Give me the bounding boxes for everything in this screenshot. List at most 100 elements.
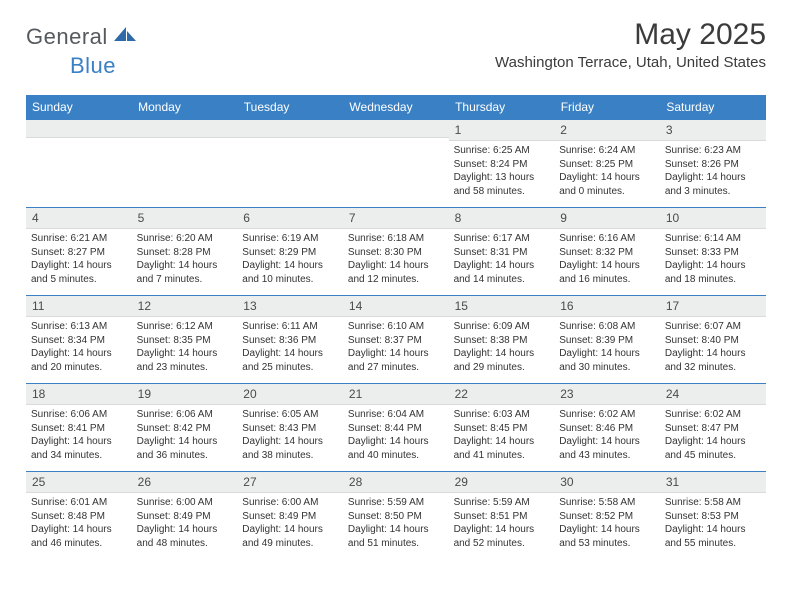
calendar-day-cell: 22Sunrise: 6:03 AMSunset: 8:45 PMDayligh… [449,384,555,472]
daylight-text: Daylight: 14 hours and 23 minutes. [137,347,233,374]
day-number: 28 [343,472,449,493]
day-details: Sunrise: 6:12 AMSunset: 8:35 PMDaylight:… [132,317,238,378]
calendar-day-cell: 8Sunrise: 6:17 AMSunset: 8:31 PMDaylight… [449,208,555,296]
day-details: Sunrise: 6:03 AMSunset: 8:45 PMDaylight:… [449,405,555,466]
calendar-week-row: 18Sunrise: 6:06 AMSunset: 8:41 PMDayligh… [26,384,766,472]
daylight-text: Daylight: 14 hours and 27 minutes. [348,347,444,374]
day-details: Sunrise: 6:10 AMSunset: 8:37 PMDaylight:… [343,317,449,378]
calendar-body: 1 Sunrise: 6:25 AMSunset: 8:24 PM Daylight… [26,120,766,560]
day-details: Sunrise: 5:58 AMSunset: 8:52 PMDaylight:… [554,493,660,554]
day-details: Sunrise: 6:02 AMSunset: 8:47 PMDaylight:… [660,405,766,466]
sunrise-text: Sunrise: 6:04 AM [348,408,444,422]
daylight-text: Daylight: 14 hours and 29 minutes. [454,347,550,374]
daylight-text: Daylight: 14 hours and 45 minutes. [665,435,761,462]
calendar-day-cell: 2Sunrise: 6:24 AMSunset: 8:25 PMDaylight… [554,120,660,208]
day-number: 27 [237,472,343,493]
sunset-text: Sunset: 8:42 PM [137,422,233,436]
daylight-text: Daylight: 14 hours and 25 minutes. [242,347,338,374]
sunrise-text: Sunrise: 6:10 AM [348,320,444,334]
day-details: Sunrise: 6:07 AMSunset: 8:40 PMDaylight:… [660,317,766,378]
day-number [237,120,343,138]
sunset-text: Sunset: 8:52 PM [559,510,655,524]
day-number: 4 [26,208,132,229]
sunrise-text: Sunrise: 5:58 AM [559,496,655,510]
daylight-text: Daylight: 14 hours and 40 minutes. [348,435,444,462]
sunset-text: Sunset: 8:34 PM [31,334,127,348]
sunrise-text: Sunrise: 6:08 AM [559,320,655,334]
sunset-text: Sunset: 8:41 PM [31,422,127,436]
day-number: 10 [660,208,766,229]
sunset-text: Sunset: 8:31 PM [454,246,550,260]
day-number: 1 [449,120,555,141]
sunset-text: Sunset: 8:48 PM [31,510,127,524]
sunset-text: Sunset: 8:30 PM [348,246,444,260]
calendar-day-cell: 4Sunrise: 6:21 AMSunset: 8:27 PMDaylight… [26,208,132,296]
sunrise-text: Sunrise: 6:01 AM [31,496,127,510]
weekday-header: Monday [132,95,238,120]
day-number [132,120,238,138]
daylight-text: Daylight: 14 hours and 38 minutes. [242,435,338,462]
day-number: 3 [660,120,766,141]
sunrise-text: Sunrise: 6:07 AM [665,320,761,334]
day-number: 13 [237,296,343,317]
day-details: Sunrise: 6:00 AMSunset: 8:49 PMDaylight:… [132,493,238,554]
sunrise-text: Sunrise: 6:03 AM [454,408,550,422]
calendar-day-cell: 14Sunrise: 6:10 AMSunset: 8:37 PMDayligh… [343,296,449,384]
sunset-text: Sunset: 8:25 PM [559,158,655,172]
sunrise-text: Sunrise: 5:59 AM [348,496,444,510]
month-title: May 2025 [495,18,766,52]
sunrise-text: Sunrise: 6:02 AM [559,408,655,422]
day-details: Sunrise: 5:59 AMSunset: 8:51 PMDaylight:… [449,493,555,554]
calendar-day-cell: 31Sunrise: 5:58 AMSunset: 8:53 PMDayligh… [660,472,766,560]
daylight-text: Daylight: 14 hours and 16 minutes. [559,259,655,286]
day-details: Sunrise: 6:09 AMSunset: 8:38 PMDaylight:… [449,317,555,378]
sunset-text: Sunset: 8:44 PM [348,422,444,436]
daylight-text: Daylight: 14 hours and 52 minutes. [454,523,550,550]
sunset-text: Sunset: 8:39 PM [559,334,655,348]
weekday-row: SundayMondayTuesdayWednesdayThursdayFrid… [26,95,766,120]
day-number: 31 [660,472,766,493]
calendar-day-cell [26,120,132,208]
sunset-text: Sunset: 8:24 PM [454,158,550,172]
sunset-text: Sunset: 8:49 PM [137,510,233,524]
calendar-page: General May 2025 Washington Terrace, Uta… [0,0,792,560]
sunset-text: Sunset: 8:47 PM [665,422,761,436]
sunset-text: Sunset: 8:43 PM [242,422,338,436]
daylight-text: Daylight: 14 hours and 55 minutes. [665,523,761,550]
day-details: Sunrise: 6:06 AMSunset: 8:42 PMDaylight:… [132,405,238,466]
calendar-day-cell: 13Sunrise: 6:11 AMSunset: 8:36 PMDayligh… [237,296,343,384]
calendar-day-cell: 1Sunrise: 6:25 AMSunset: 8:24 PMDaylight… [449,120,555,208]
sail-icon [112,25,138,43]
daylight-text: Daylight: 14 hours and 12 minutes. [348,259,444,286]
weekday-header: Thursday [449,95,555,120]
daylight-text: Daylight: 14 hours and 10 minutes. [242,259,338,286]
day-details: Sunrise: 6:13 AMSunset: 8:34 PMDaylight:… [26,317,132,378]
calendar-week-row: 25Sunrise: 6:01 AMSunset: 8:48 PMDayligh… [26,472,766,560]
sunset-text: Sunset: 8:26 PM [665,158,761,172]
weekday-header: Sunday [26,95,132,120]
calendar-day-cell: 11Sunrise: 6:13 AMSunset: 8:34 PMDayligh… [26,296,132,384]
day-number: 2 [554,120,660,141]
calendar-day-cell: 7Sunrise: 6:18 AMSunset: 8:30 PMDaylight… [343,208,449,296]
sunrise-text: Sunrise: 6:00 AM [137,496,233,510]
day-number: 12 [132,296,238,317]
sunset-text: Sunset: 8:36 PM [242,334,338,348]
sunrise-text: Sunrise: 6:25 AM [454,144,550,158]
day-details: Sunrise: 6:17 AMSunset: 8:31 PMDaylight:… [449,229,555,290]
daylight-text: Daylight: 14 hours and 3 minutes. [665,171,761,198]
day-number: 18 [26,384,132,405]
day-details: Sunrise: 6:05 AMSunset: 8:43 PMDaylight:… [237,405,343,466]
sunrise-text: Sunrise: 6:23 AM [665,144,761,158]
day-details: Sunrise: 5:58 AMSunset: 8:53 PMDaylight:… [660,493,766,554]
daylight-text: Daylight: 14 hours and 43 minutes. [559,435,655,462]
day-number: 23 [554,384,660,405]
day-details: Sunrise: 6:19 AMSunset: 8:29 PMDaylight:… [237,229,343,290]
daylight-text: Daylight: 14 hours and 41 minutes. [454,435,550,462]
calendar-day-cell: 17Sunrise: 6:07 AMSunset: 8:40 PMDayligh… [660,296,766,384]
sunset-text: Sunset: 8:35 PM [137,334,233,348]
sunset-text: Sunset: 8:28 PM [137,246,233,260]
calendar-day-cell [237,120,343,208]
weekday-header: Saturday [660,95,766,120]
daylight-text: Daylight: 14 hours and 14 minutes. [454,259,550,286]
calendar-day-cell: 29Sunrise: 5:59 AMSunset: 8:51 PMDayligh… [449,472,555,560]
